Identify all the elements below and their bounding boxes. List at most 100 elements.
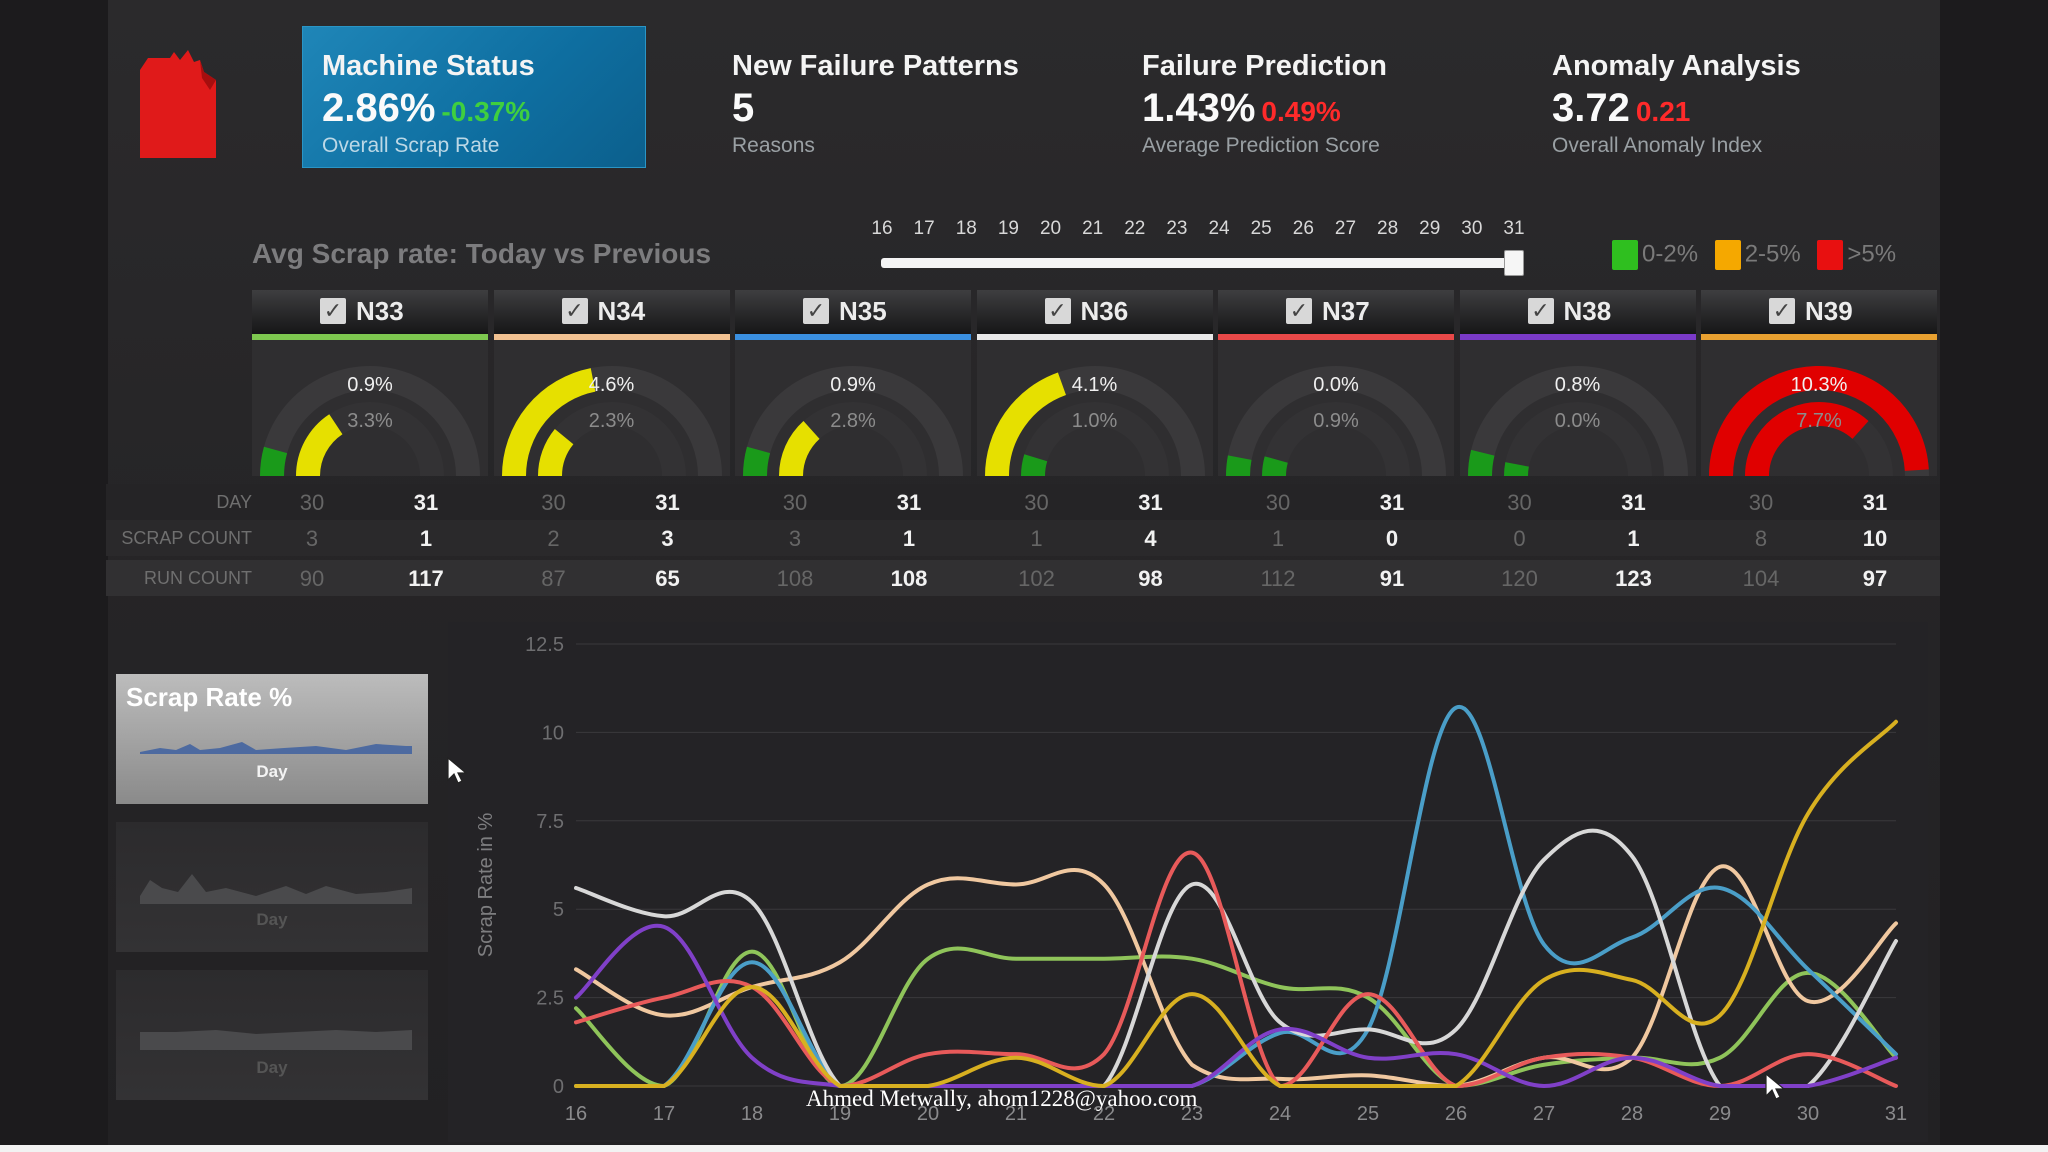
cell-today: 31 xyxy=(1621,490,1646,515)
gauge-outer-track xyxy=(1467,366,1688,476)
gauge-today-rate: 4.6% xyxy=(588,374,635,396)
machine-card-n38[interactable]: ✓ N38 0.8% 0.0% xyxy=(1459,290,1696,606)
machine-card-n37[interactable]: ✓ N37 0.0% 0.9% xyxy=(1218,290,1454,606)
cell-previous: 2 xyxy=(547,526,560,551)
scrap-rate-line-chart[interactable]: 0 2.5 5 7.5 10 12.5 16 17 18 19 20 21 22 23 24 25 26 27 28… xyxy=(448,622,1928,1142)
machine-checkbox[interactable]: ✓ xyxy=(1286,298,1312,324)
cell-today: 31 xyxy=(896,490,922,515)
series-line-n38[interactable] xyxy=(574,923,1898,1089)
gauge-prev-arc xyxy=(1020,454,1047,476)
machine-card-n39[interactable]: ✓ N39 10.3% 7.7% xyxy=(1701,290,1937,606)
kpi-new-failure-patterns[interactable]: New Failure Patterns 5 Reasons xyxy=(712,26,1072,168)
machine-card-n36[interactable]: ✓ N36 4.1% 1.0% xyxy=(976,290,1213,606)
cell-today: 0 xyxy=(1385,526,1399,551)
machine-checkbox[interactable]: ✓ xyxy=(561,298,588,324)
series-line-n39[interactable] xyxy=(574,719,1898,1089)
machine-header[interactable]: ✓ N39 xyxy=(1701,290,1937,340)
thumbnail-chart-2[interactable]: Day xyxy=(116,822,428,952)
machine-checkbox[interactable]: ✓ xyxy=(1769,298,1795,324)
y-tick-label: 0 xyxy=(553,1076,564,1098)
series-line-n36[interactable] xyxy=(574,828,1898,1089)
gauge-svg xyxy=(1226,366,1446,476)
gauge-today-rate: 0.0% xyxy=(1313,374,1359,396)
slider-tick-label: 27 xyxy=(1334,218,1357,239)
machine-card-n34[interactable]: ✓ N34 4.6% 2.3% xyxy=(493,290,730,606)
row-label: RUN COUNT xyxy=(144,568,252,588)
gauge-today-rate: 10.3% xyxy=(1790,374,1848,396)
gauge-today-arc xyxy=(260,446,288,476)
cell-today: 91 xyxy=(1379,566,1405,591)
gauge-svg xyxy=(1467,366,1688,476)
kpi-failure-prediction[interactable]: Failure Prediction 1.43% 0.49% Average Pr… xyxy=(1122,26,1482,168)
machine-checkbox[interactable]: ✓ xyxy=(1044,298,1071,324)
machine-name: N38 xyxy=(1563,296,1612,326)
gauge-prev-arc xyxy=(296,414,343,476)
cell-previous: 0 xyxy=(1513,526,1526,551)
kpi-machine-status[interactable]: Machine Status 2.86% -0.37% Overall Scrap… xyxy=(302,26,646,168)
slider-track[interactable] xyxy=(881,258,1521,268)
kpi-subtitle: Overall Scrap Rate xyxy=(322,134,500,157)
cell-today: 31 xyxy=(1862,490,1888,515)
slider-handle[interactable] xyxy=(1504,250,1524,276)
table-cell: 102 98 xyxy=(977,560,1213,596)
gauge-today-arc xyxy=(1226,455,1252,476)
x-tick-label: 16 xyxy=(565,1103,587,1125)
table-cell: 108 108 xyxy=(735,560,971,596)
gauge-today-rate: 4.1% xyxy=(1071,374,1118,396)
table-cell: 30 31 xyxy=(494,484,730,520)
series-line-n37[interactable] xyxy=(574,850,1898,1089)
table-cell: 8 10 xyxy=(1701,520,1937,556)
table-cell: 104 97 xyxy=(1701,560,1937,596)
mouse-cursor-icon xyxy=(1765,1072,1786,1100)
table-cell: 90 117 xyxy=(252,560,488,596)
thumbnail-label: Scrap Rate % xyxy=(126,682,293,712)
brand-logo xyxy=(140,50,216,158)
table-cell: 30 31 xyxy=(252,484,488,520)
gauge-inner-track xyxy=(1503,402,1652,476)
machine-header[interactable]: ✓ N33 xyxy=(252,290,488,340)
cell-today: 10 xyxy=(1862,526,1888,551)
cell-previous: 3 xyxy=(788,526,802,551)
machine-header[interactable]: ✓ N35 xyxy=(735,290,971,340)
thumbnail-chart-3[interactable]: Day xyxy=(116,970,428,1100)
table-cell: 30 31 xyxy=(977,484,1213,520)
cell-previous: 3 xyxy=(305,526,319,551)
mouse-cursor-icon xyxy=(447,756,468,784)
series-line-n34[interactable] xyxy=(574,864,1898,1089)
thumbnail-sparkline xyxy=(140,874,412,904)
thumbnail-scrap-rate[interactable]: Scrap Rate % Day xyxy=(116,674,428,804)
legend-swatch xyxy=(1817,240,1844,270)
cell-today: 1 xyxy=(1627,526,1640,551)
slider-tick-label: 31 xyxy=(1503,218,1525,239)
kpi-value: 2.86% xyxy=(322,86,436,130)
machine-checkbox[interactable]: ✓ xyxy=(803,298,829,324)
machine-checkbox[interactable]: ✓ xyxy=(320,298,346,324)
series-line-n33[interactable] xyxy=(574,946,1898,1089)
legend-swatch xyxy=(1612,240,1638,270)
gauge-inner-track xyxy=(1020,402,1169,476)
thumbnail-sparkline xyxy=(140,742,412,754)
slider-tick-label: 25 xyxy=(1250,218,1272,239)
machine-checkbox[interactable]: ✓ xyxy=(1527,298,1554,324)
y-tick-label: 12.5 xyxy=(525,634,564,656)
machine-header[interactable]: ✓ N38 xyxy=(1459,290,1696,340)
machine-card-n35[interactable]: ✓ N35 0.9% 2.8% xyxy=(735,290,971,606)
machine-header[interactable]: ✓ N37 xyxy=(1218,290,1454,340)
cell-today: 31 xyxy=(413,490,439,515)
kpi-anomaly-analysis[interactable]: Anomaly Analysis 3.72 0.21 Overall Anomal… xyxy=(1532,26,1892,168)
x-tick-label: 24 xyxy=(1269,1103,1291,1125)
gauge-area xyxy=(1459,340,1696,476)
thumbnail-axis-label: Day xyxy=(256,762,288,781)
machine-card-n33[interactable]: ✓ N33 0.9% 3.3% xyxy=(252,290,488,606)
row-label: SCRAP COUNT xyxy=(121,528,252,548)
day-range-slider[interactable]: 16 17 18 19 20 21 22 23 24 25 26 27 28 29 30 31 xyxy=(871,218,1526,276)
x-tick-label: 17 xyxy=(653,1103,675,1125)
gauge-svg xyxy=(984,366,1205,476)
table-cell: 30 31 xyxy=(1460,484,1696,520)
kpi-title: New Failure Patterns xyxy=(732,50,1019,82)
machine-header[interactable]: ✓ N34 xyxy=(493,290,730,340)
machine-header[interactable]: ✓ N36 xyxy=(976,290,1213,340)
